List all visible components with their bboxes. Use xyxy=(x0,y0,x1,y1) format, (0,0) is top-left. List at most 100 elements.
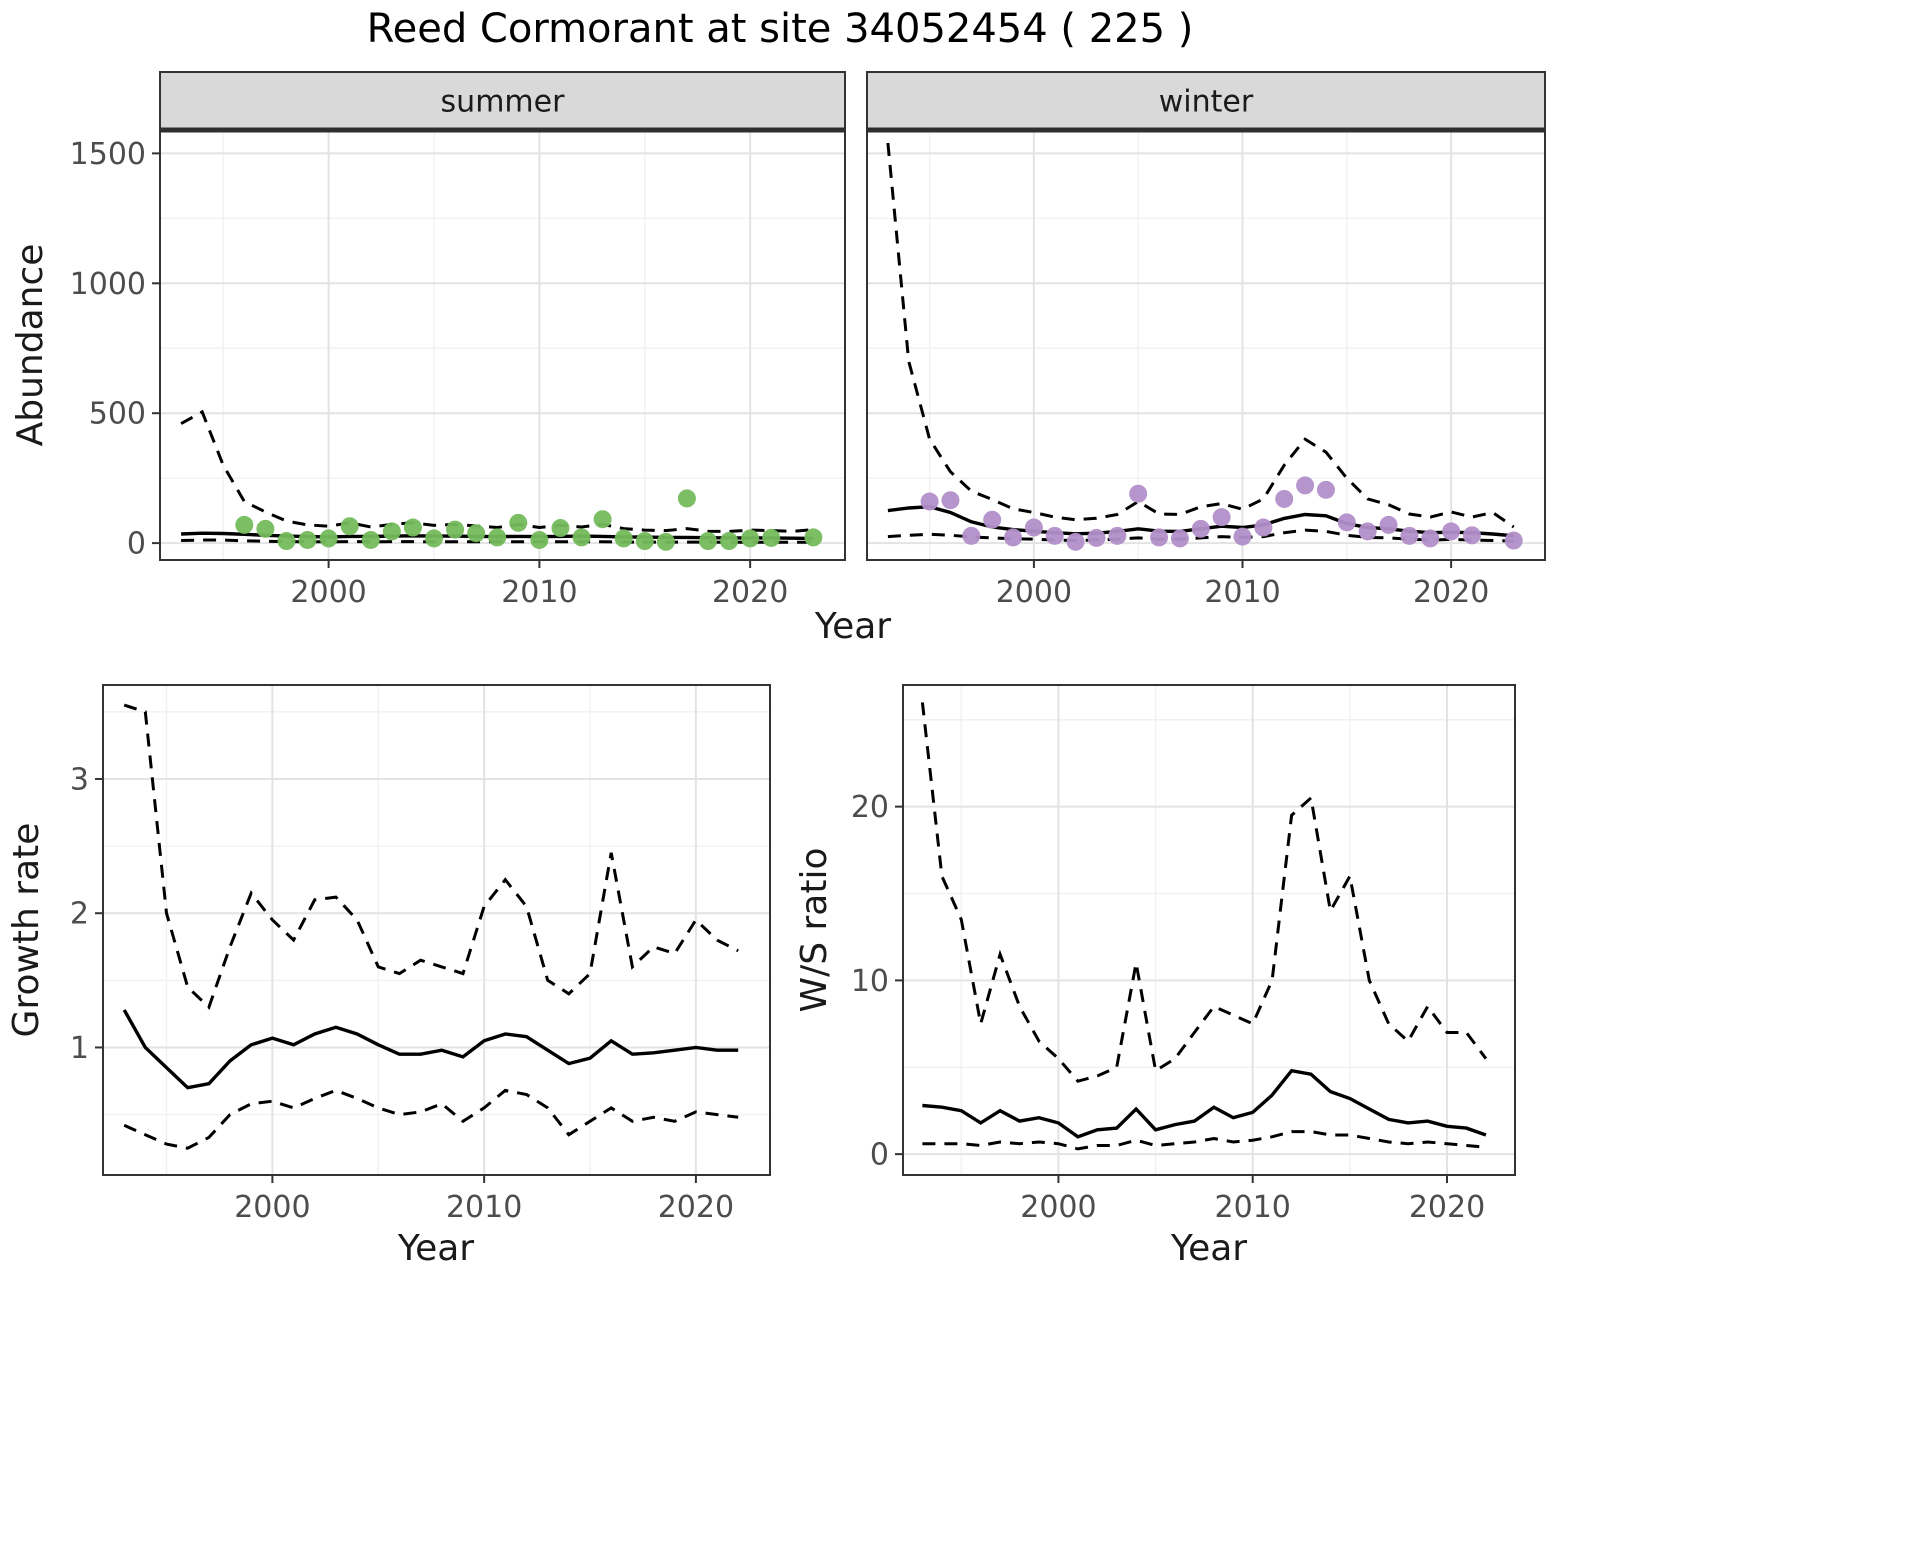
data-point xyxy=(319,529,338,548)
data-point xyxy=(1170,529,1189,548)
y-axis-title-growth-rate: Growth rate xyxy=(6,823,47,1038)
data-point xyxy=(699,532,717,551)
series-observed-points xyxy=(235,489,823,551)
y-tick-label: 0 xyxy=(127,527,146,562)
data-point xyxy=(467,524,486,543)
data-point xyxy=(1024,518,1043,537)
y-tick-label: 10 xyxy=(851,964,889,999)
x-tick-label: 2000 xyxy=(234,1190,310,1225)
series-upper-ci xyxy=(886,142,1515,529)
x-tick-label: 2010 xyxy=(1215,1190,1291,1225)
series-fit-line xyxy=(122,1009,739,1090)
axis-ticks: 2000 2010 2020 0 500 1000 1500 xyxy=(70,137,789,610)
data-point xyxy=(1421,529,1440,548)
data-point xyxy=(1004,528,1023,547)
x-tick-label: 2010 xyxy=(501,575,577,610)
data-point xyxy=(1129,484,1148,503)
data-point xyxy=(425,529,443,548)
data-point xyxy=(1233,527,1252,546)
series-group xyxy=(180,409,823,551)
y-axis-title-ws-ratio: W/S ratio xyxy=(794,847,835,1012)
x-tick-label: 2000 xyxy=(290,575,366,610)
data-point xyxy=(1087,528,1106,547)
data-point xyxy=(720,532,739,551)
data-point xyxy=(361,530,380,549)
data-point xyxy=(1504,531,1523,550)
series-group xyxy=(920,702,1488,1151)
data-point xyxy=(1358,522,1377,541)
facet-strip xyxy=(159,71,846,131)
x-axis-title-year-ws: Year xyxy=(1170,1228,1247,1269)
panel-abundance-summer: summer 2000 2010 2020 0 500 1000 1500 xyxy=(70,71,846,610)
data-point xyxy=(804,528,823,547)
x-tick-label: 2020 xyxy=(658,1190,734,1225)
data-point xyxy=(256,519,275,538)
y-axis-title-abundance: Abundance xyxy=(10,244,51,447)
axis-ticks: 2000 2010 2020 1 2 3 xyxy=(70,762,734,1225)
x-tick-label: 2020 xyxy=(1413,575,1489,610)
y-tick-label: 500 xyxy=(89,397,146,432)
data-point xyxy=(1462,526,1481,545)
series-upper-ci xyxy=(123,703,739,1010)
x-tick-label: 2010 xyxy=(446,1190,522,1225)
series-fit-line xyxy=(922,1068,1487,1139)
data-point xyxy=(920,492,939,511)
data-point xyxy=(1045,526,1064,545)
data-point xyxy=(1254,518,1273,537)
panel-border xyxy=(902,684,1516,1176)
panel-bg xyxy=(867,130,1545,560)
x-axis-title-year-top: Year xyxy=(814,606,891,647)
data-point xyxy=(488,528,507,547)
data-point xyxy=(677,489,696,508)
data-point xyxy=(635,532,654,551)
data-point xyxy=(298,530,317,549)
panel-border xyxy=(102,684,771,1176)
facet-strip-label: winter xyxy=(1159,85,1254,120)
data-point xyxy=(593,510,612,529)
data-point xyxy=(530,530,549,549)
x-tick-label: 2000 xyxy=(996,575,1072,610)
data-point xyxy=(1400,526,1419,545)
y-tick-label: 3 xyxy=(70,762,89,797)
data-point xyxy=(277,532,296,551)
data-point xyxy=(446,520,465,539)
data-point xyxy=(1066,532,1085,551)
data-point xyxy=(1150,528,1169,547)
series-upper-ci xyxy=(920,702,1488,1083)
panel-abundance-winter: winter 2000 2010 2020 xyxy=(866,71,1546,610)
panel-bg xyxy=(103,685,770,1175)
data-point xyxy=(741,529,760,548)
data-point xyxy=(235,515,254,534)
y-tick-label: 20 xyxy=(851,790,889,825)
y-tick-label: 0 xyxy=(870,1138,889,1173)
y-tick-label: 1500 xyxy=(70,137,146,172)
series-upper-ci xyxy=(180,409,814,533)
data-point xyxy=(509,513,528,532)
axis-ticks: 2000 2010 2020 0 10 20 xyxy=(851,790,1485,1225)
y-tick-label: 1000 xyxy=(70,267,146,302)
data-point xyxy=(762,528,781,547)
series-lower-ci xyxy=(123,1088,739,1150)
x-tick-label: 2020 xyxy=(1409,1190,1485,1225)
panel-bg xyxy=(160,130,845,560)
series-observed-points xyxy=(920,476,1523,551)
y-tick-label: 1 xyxy=(70,1031,89,1066)
grid-minor xyxy=(903,685,1515,1175)
data-point xyxy=(1212,508,1231,527)
data-point xyxy=(1337,513,1356,532)
chart-title: Reed Cormorant at site 34052454 ( 225 ) xyxy=(366,6,1194,52)
grid-minor xyxy=(160,130,845,560)
data-point xyxy=(551,519,570,538)
data-point xyxy=(340,517,359,536)
data-point xyxy=(1316,480,1335,499)
data-point xyxy=(403,518,422,537)
grid-minor xyxy=(103,685,770,1175)
facet-strip-label: summer xyxy=(441,85,566,120)
data-point xyxy=(941,491,960,510)
data-point xyxy=(1191,519,1210,538)
data-point xyxy=(656,532,675,551)
x-tick-label: 2020 xyxy=(712,575,788,610)
data-point xyxy=(1379,515,1398,534)
series-lower-ci xyxy=(887,528,1514,543)
